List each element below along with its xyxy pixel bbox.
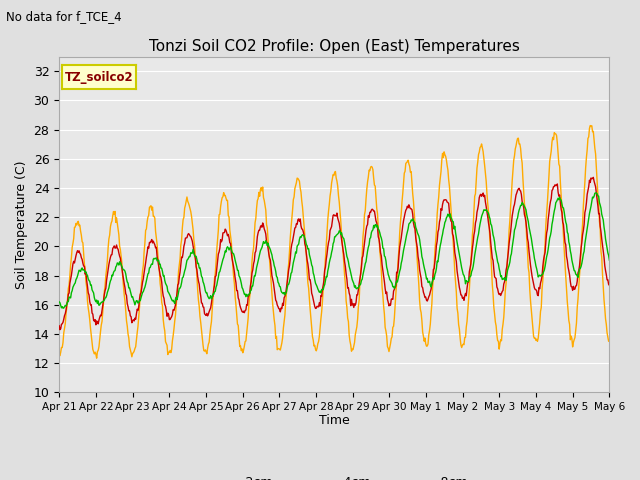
Y-axis label: Soil Temperature (C): Soil Temperature (C) bbox=[15, 160, 28, 289]
Title: Tonzi Soil CO2 Profile: Open (East) Temperatures: Tonzi Soil CO2 Profile: Open (East) Temp… bbox=[149, 39, 520, 54]
X-axis label: Time: Time bbox=[319, 414, 349, 427]
Legend: -2cm, -4cm, -8cm: -2cm, -4cm, -8cm bbox=[195, 471, 474, 480]
Text: TZ_soilco2: TZ_soilco2 bbox=[65, 71, 134, 84]
Text: No data for f_TCE_4: No data for f_TCE_4 bbox=[6, 10, 122, 23]
